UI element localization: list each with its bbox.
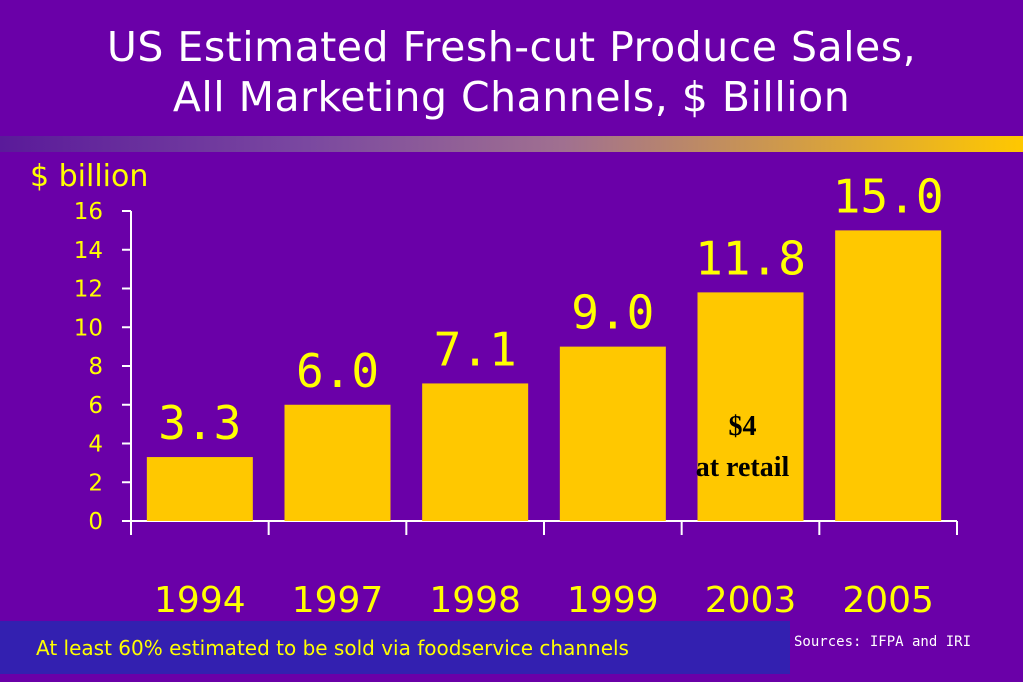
- chart-title: US Estimated Fresh-cut Produce Sales, Al…: [0, 22, 1023, 122]
- bar-1997: [284, 404, 391, 521]
- bar-1998: [422, 383, 529, 521]
- x-tick-label-2005: 2005: [842, 580, 934, 621]
- x-tick-label-2003: 2003: [705, 580, 797, 621]
- y-tick-label: 0: [88, 509, 103, 535]
- x-tick-label-1999: 1999: [567, 580, 659, 621]
- data-label-1998: 7.1: [434, 322, 517, 376]
- title-gradient-bar: [0, 136, 1023, 152]
- y-tick-label: 2: [88, 470, 103, 496]
- x-tick-label-1998: 1998: [429, 580, 521, 621]
- y-tick-label: 14: [74, 238, 103, 264]
- y-tick-label: 6: [88, 393, 103, 419]
- data-label-1994: 3.3: [158, 396, 241, 450]
- y-axis-label: $ billion: [30, 159, 148, 194]
- bar-1999: [559, 346, 666, 521]
- chart-title-line-2: All Marketing Channels, $ Billion: [172, 73, 851, 121]
- footer-note: At least 60% estimated to be sold via fo…: [36, 636, 629, 660]
- x-tick-label-1994: 1994: [154, 580, 246, 621]
- y-tick-label: 10: [74, 315, 103, 341]
- y-tick-label: 12: [74, 277, 103, 303]
- sources-note: Sources: IFPA and IRI: [794, 634, 972, 650]
- bar-1994: [146, 457, 253, 521]
- bar-2005: [835, 230, 942, 521]
- data-label-1997: 6.0: [296, 344, 379, 398]
- bar-2003: [697, 292, 804, 521]
- footer-note-box: [0, 621, 790, 674]
- chart-title-line-1: US Estimated Fresh-cut Produce Sales,: [106, 23, 917, 71]
- data-label-1999: 9.0: [571, 286, 654, 340]
- x-tick-label-1997: 1997: [292, 580, 384, 621]
- y-tick-label: 4: [88, 432, 103, 458]
- data-label-2003: 11.8: [695, 231, 806, 285]
- data-label-2005: 15.0: [833, 169, 944, 223]
- y-tick-label: 16: [74, 199, 103, 225]
- y-tick-label: 8: [88, 354, 103, 380]
- annotation-line-1: $4: [729, 411, 757, 442]
- annotation-line-2: at retail: [696, 452, 790, 483]
